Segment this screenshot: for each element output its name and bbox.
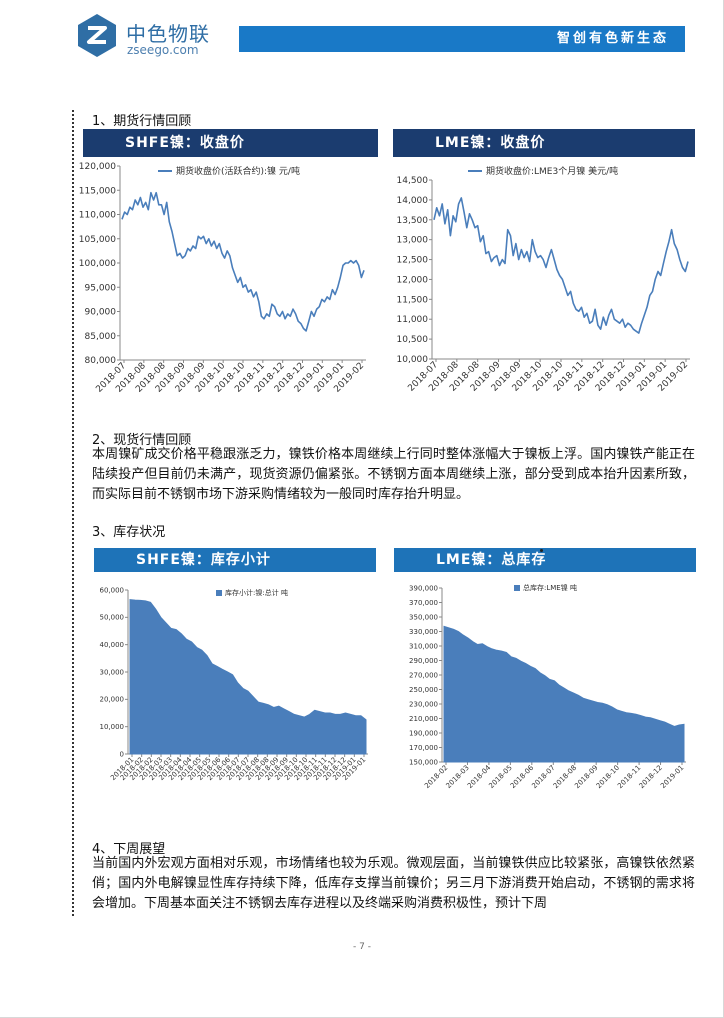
shfe-price-header: SHFE镍：收盘价 <box>83 129 378 157</box>
price-line <box>121 191 365 332</box>
legend-swatch <box>216 590 222 596</box>
price-line <box>433 197 689 334</box>
outlook-paragraph: 当前国内外宏观方面相对乐观，市场情绪也较为乐观。微观层面，当前镍铁供应比较紧张，… <box>92 856 695 911</box>
legend-swatch <box>514 585 520 591</box>
y-tick-label: 110,000 <box>79 211 116 221</box>
y-tick-label: 290,000 <box>409 657 438 665</box>
company-logo: 中色物联 zseego.com <box>74 12 274 66</box>
y-tick-label: 13,500 <box>397 216 429 226</box>
margin-dotted-line <box>72 110 74 916</box>
y-tick-label: 190,000 <box>409 729 438 737</box>
lme-price-header: LME镍：收盘价 <box>393 129 695 157</box>
y-tick-label: 150,000 <box>409 758 438 766</box>
y-tick-label: 12,000 <box>397 275 429 285</box>
y-tick-label: 10,500 <box>397 335 429 345</box>
y-tick-label: 115,000 <box>79 186 116 196</box>
legend-label: 期货收盘价(活跃合约):镍 元/吨 <box>176 165 300 177</box>
y-tick-label: 120,000 <box>79 162 116 172</box>
shfe-inventory-chart: 010,00020,00030,00040,00050,00060,000201… <box>100 586 368 782</box>
legend-label: 库存小计:镍:总计 吨 <box>225 588 288 597</box>
y-tick-label: 60,000 <box>100 586 125 594</box>
y-tick-label: 14,500 <box>397 176 429 186</box>
y-tick-label: 170,000 <box>409 744 438 752</box>
slogan-banner: 智创有色新生态 <box>239 26 685 52</box>
shfe-price-chart: 80,000 85,000 90,000 95,000 100,000 105,000 11… <box>79 162 366 395</box>
lme-price-chart: 10,000 10,500 11,000 11,500 12,000 12,500 13,0… <box>397 165 691 394</box>
y-tick-label: 11,500 <box>397 295 429 305</box>
y-tick-label: 13,000 <box>397 236 429 246</box>
y-tick-label: 100,000 <box>79 259 116 269</box>
y-tick-label: 250,000 <box>409 686 438 694</box>
brand-url: zseego.com <box>127 43 199 57</box>
legend-label: 总库存:LME镍 吨 <box>523 583 577 592</box>
lme-inventory-chart: 150,000 170,000 190,000 210,000 230,000 250,0… <box>409 583 686 790</box>
brand-name: 中色物联 <box>126 22 210 46</box>
y-tick-label: 10,000 <box>397 355 429 365</box>
y-tick-label: 350,000 <box>409 613 438 621</box>
y-tick-label: 12,500 <box>397 256 429 266</box>
y-tick-label: 80,000 <box>85 356 117 366</box>
y-tick-label: 390,000 <box>409 584 438 592</box>
x-tick-label: 2019-01 <box>659 764 685 790</box>
y-tick-label: 0 <box>120 750 124 758</box>
y-tick-label: 40,000 <box>100 641 125 649</box>
inventory-area <box>443 625 685 763</box>
inventory-section-title: 3、库存状况 <box>92 525 166 540</box>
y-tick-label: 210,000 <box>409 715 438 723</box>
legend-label: 期货收盘价:LME3个月镍 美元/吨 <box>486 165 618 177</box>
y-tick-label: 90,000 <box>85 308 117 318</box>
y-tick-label: 10,000 <box>100 723 125 731</box>
shfe-inventory-header: SHFE镍：库存小计 <box>94 548 376 572</box>
y-tick-label: 50,000 <box>100 614 125 622</box>
lme-inventory-header: LME镍：总库存 <box>394 548 696 572</box>
y-tick-label: 370,000 <box>409 599 438 607</box>
y-tick-label: 30,000 <box>100 668 125 676</box>
y-tick-label: 310,000 <box>409 642 438 650</box>
y-tick-label: 330,000 <box>409 628 438 636</box>
logo-hexagon-icon <box>78 14 116 57</box>
y-tick-label: 270,000 <box>409 671 438 679</box>
spot-paragraph: 本周镍矿成交价格平稳跟涨乏力，镍铁价格本周继续上行同时整体涨幅大于镍板上浮。国内… <box>92 447 695 502</box>
y-tick-label: 95,000 <box>85 283 117 293</box>
y-tick-label: 230,000 <box>409 700 438 708</box>
spot-section-title: 2、现货行情回顾 <box>92 433 192 448</box>
y-tick-label: 14,000 <box>397 196 429 206</box>
outlook-section-title: 4、下周展望 <box>92 842 166 857</box>
page-number: - 7 - <box>353 942 371 952</box>
y-tick-label: 20,000 <box>100 696 125 704</box>
stray-dot <box>540 549 543 552</box>
inventory-area <box>129 599 367 755</box>
y-tick-label: 105,000 <box>79 235 116 245</box>
y-tick-label: 11,000 <box>397 315 429 325</box>
y-tick-label: 85,000 <box>85 332 117 342</box>
futures-section-title: 1、期货行情回顾 <box>92 114 192 129</box>
